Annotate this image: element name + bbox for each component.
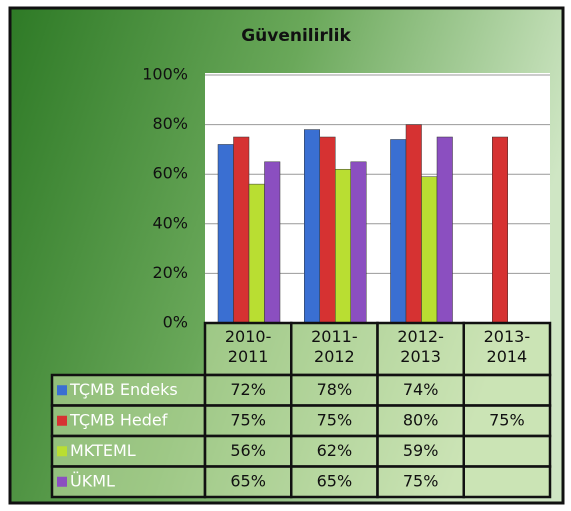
y-tick-label: 40% xyxy=(152,213,188,232)
data-label: 72% xyxy=(230,380,266,399)
data-label: 62% xyxy=(317,441,353,460)
y-tick-label: 60% xyxy=(152,164,188,183)
legend-marker xyxy=(57,446,67,457)
legend-marker xyxy=(57,415,67,426)
data-label: 65% xyxy=(317,471,353,490)
bar xyxy=(390,139,407,324)
table-cell xyxy=(376,404,465,438)
legend-label: TÇMB Endeks xyxy=(69,380,178,399)
table-cell xyxy=(462,404,552,438)
table-cell xyxy=(376,373,465,407)
bar xyxy=(492,136,508,324)
table-cell xyxy=(203,404,293,438)
data-label: 80% xyxy=(403,410,439,429)
chart-title: Güvenilirlik xyxy=(241,26,351,46)
y-tick-label: 80% xyxy=(152,114,188,133)
legend-label: MKTEML xyxy=(70,441,136,460)
data-label: 74% xyxy=(403,380,439,399)
legend-marker xyxy=(57,385,67,396)
bar xyxy=(335,168,351,324)
y-tick-label: 100% xyxy=(142,65,188,84)
data-label: 59% xyxy=(403,441,439,460)
table-cell xyxy=(462,465,552,499)
table-cell xyxy=(376,434,465,468)
table-cell xyxy=(376,465,465,499)
table-cell xyxy=(203,434,293,468)
y-tick-label: 20% xyxy=(152,263,188,282)
bar xyxy=(350,161,367,324)
data-label: 75% xyxy=(489,410,525,429)
data-label: 56% xyxy=(230,441,266,460)
x-tick-label: 2011-2012 xyxy=(311,327,358,366)
bar xyxy=(436,136,453,324)
bar xyxy=(233,136,250,324)
bar xyxy=(405,124,422,324)
bar xyxy=(248,183,265,324)
bar xyxy=(264,161,281,324)
bar xyxy=(421,176,438,324)
legend-label: ÜKML xyxy=(70,471,115,490)
legend-label: TÇMB Hedef xyxy=(69,410,168,429)
y-tick-label: 0% xyxy=(163,313,188,332)
data-label: 75% xyxy=(403,471,439,490)
data-label: 65% xyxy=(230,471,266,490)
data-label: 75% xyxy=(317,410,353,429)
data-label: 78% xyxy=(317,380,353,399)
bar xyxy=(304,129,320,324)
data-label: 75% xyxy=(230,410,266,429)
legend-marker xyxy=(57,476,67,487)
x-tick-label: 2010-2011 xyxy=(225,327,272,366)
x-tick-label: 2012-2013 xyxy=(397,327,444,366)
x-tick-label: 2013-2014 xyxy=(484,327,531,366)
bar xyxy=(319,136,336,324)
bar xyxy=(217,144,234,324)
table-cell xyxy=(462,434,552,468)
table-cell xyxy=(462,373,552,407)
